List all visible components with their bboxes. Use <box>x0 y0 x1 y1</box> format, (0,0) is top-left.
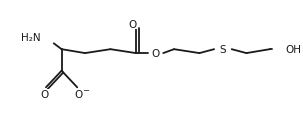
Text: O: O <box>129 20 137 30</box>
Text: O: O <box>74 89 82 99</box>
Text: −: − <box>82 85 89 94</box>
Text: O: O <box>41 89 49 99</box>
Text: O: O <box>151 49 160 59</box>
Text: S: S <box>220 45 226 55</box>
Text: OH: OH <box>285 45 301 55</box>
Text: H₂N: H₂N <box>22 33 41 43</box>
